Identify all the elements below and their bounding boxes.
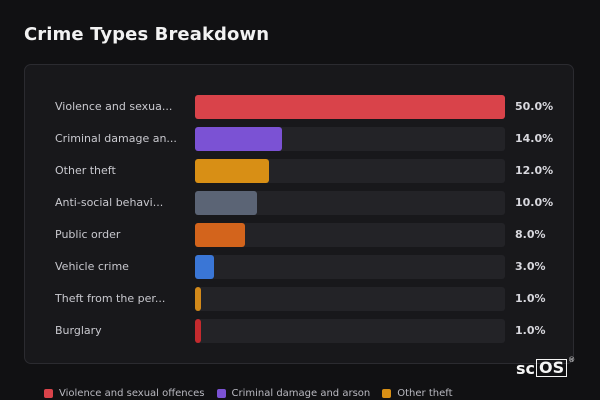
- bar-row: Burglary 1.0%: [25, 319, 575, 343]
- bar-track: [195, 159, 505, 183]
- bar-track: [195, 127, 505, 151]
- bar-value-label: 10.0%: [515, 196, 554, 209]
- bar-fill: [195, 191, 257, 215]
- bar-fill: [195, 255, 214, 279]
- bar-label: Violence and sexua...: [55, 100, 173, 113]
- bar-fill: [195, 127, 282, 151]
- bar-label: Public order: [55, 228, 121, 241]
- bar-row: Criminal damage an... 14.0%: [25, 127, 575, 151]
- bar-row: Other theft 12.0%: [25, 159, 575, 183]
- bar-track: [195, 95, 505, 119]
- bar-fill: [195, 159, 270, 183]
- legend-label: Violence and sexual offences: [59, 387, 205, 399]
- bar-label: Burglary: [55, 324, 102, 337]
- bar-track: [195, 287, 505, 311]
- bar-track: [195, 319, 505, 343]
- brand-prefix: sc: [516, 358, 536, 378]
- bar-row: Violence and sexua... 50.0%: [25, 95, 575, 119]
- legend-swatch: [216, 388, 226, 398]
- bar-track: [195, 191, 505, 215]
- bar-value-label: 1.0%: [515, 292, 546, 305]
- bar-track: [195, 255, 505, 279]
- bar-label: Vehicle crime: [55, 260, 129, 273]
- legend-item: Criminal damage and arson: [216, 387, 371, 399]
- bar-value-label: 50.0%: [515, 100, 554, 113]
- bar-value-label: 1.0%: [515, 324, 546, 337]
- chart-panel: Violence and sexua... 50.0% Criminal damag…: [24, 64, 574, 364]
- bar-track: [195, 223, 505, 247]
- bar-value-label: 14.0%: [515, 132, 554, 145]
- page-title: Crime Types Breakdown: [24, 24, 270, 45]
- bar-value-label: 3.0%: [515, 260, 546, 273]
- brand-boxed: OS: [536, 359, 568, 377]
- legend-item: Other theft: [382, 387, 453, 399]
- bar-fill: [195, 319, 202, 343]
- brand-logo: sc OS ®: [516, 356, 576, 378]
- bar-label: Theft from the per...: [55, 292, 166, 305]
- bar-label: Anti-social behavi...: [55, 196, 164, 209]
- bar-fill: [195, 223, 245, 247]
- bar-row: Theft from the per... 1.0%: [25, 287, 575, 311]
- brand-registered-mark: ®: [568, 356, 576, 364]
- bar-row: Public order 8.0%: [25, 223, 575, 247]
- bar-value-label: 8.0%: [515, 228, 546, 241]
- bar-value-label: 12.0%: [515, 164, 554, 177]
- legend-item: Violence and sexual offences: [44, 388, 205, 399]
- bar-row: Anti-social behavi... 10.0%: [25, 191, 575, 215]
- bar-fill: [195, 95, 505, 119]
- legend-swatch: [44, 388, 53, 398]
- bar-fill: [195, 287, 202, 311]
- bar-row: Vehicle crime 3.0%: [25, 255, 575, 279]
- legend-swatch: [382, 388, 392, 398]
- legend-label: Other theft: [397, 387, 453, 399]
- legend-label: Criminal damage and arson: [231, 387, 371, 399]
- bar-label: Other theft: [55, 164, 116, 177]
- bar-label: Criminal damage an...: [55, 132, 177, 145]
- chart-legend: Violence and sexual offences Criminal dam…: [44, 386, 453, 400]
